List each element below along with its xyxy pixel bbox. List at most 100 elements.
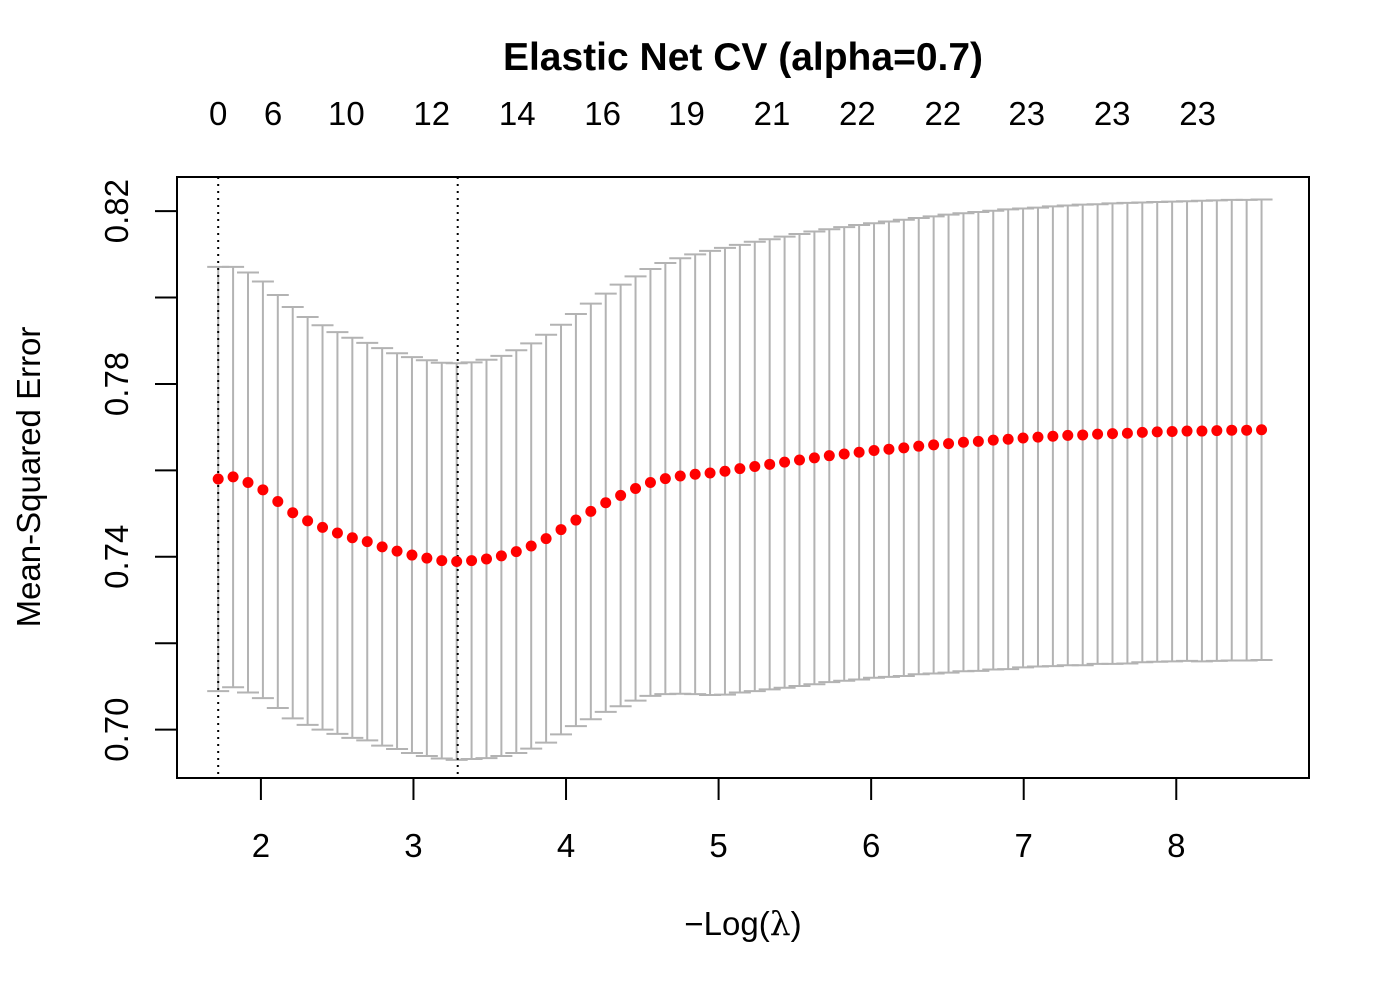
mse-point — [1136, 426, 1148, 438]
top-axis-label: 22 — [924, 95, 961, 132]
top-axis-label: 10 — [328, 95, 365, 132]
mse-point — [749, 460, 761, 472]
mse-point — [913, 440, 925, 452]
error-bars — [207, 198, 1273, 761]
mse-point — [972, 435, 984, 447]
mse-point — [615, 489, 627, 501]
top-axis-label: 0 — [209, 95, 227, 132]
mse-point — [421, 552, 433, 564]
x-axis-label-prefix: − — [684, 905, 703, 942]
mse-point — [302, 515, 314, 527]
mse-point — [1181, 425, 1193, 437]
y-axis-label: Mean-Squared Error — [10, 327, 47, 628]
top-axis-label: 12 — [413, 95, 450, 132]
x-tick-label: 5 — [709, 827, 727, 864]
mse-point — [764, 458, 776, 470]
mse-point — [406, 549, 418, 561]
x-axis-label-function: Log( — [704, 905, 770, 942]
x-tick-label: 2 — [252, 827, 270, 864]
mse-point — [466, 555, 478, 567]
y-axis: 0.70 0.74 0.78 0.82 — [98, 179, 178, 762]
top-axis-label: 6 — [264, 95, 282, 132]
mse-point — [1047, 430, 1059, 442]
mse-point — [1241, 424, 1253, 436]
x-axis-label-suffix: ) — [791, 905, 802, 942]
top-axis-label: 23 — [1179, 95, 1216, 132]
mse-point — [257, 484, 269, 496]
mse-point — [525, 540, 537, 552]
top-axis-label: 19 — [668, 95, 705, 132]
mse-point — [957, 436, 969, 448]
x-tick-label: 8 — [1167, 827, 1185, 864]
mse-point — [555, 524, 567, 536]
chart-title: Elastic Net CV (alpha=0.7) — [503, 36, 983, 79]
mse-point — [659, 473, 671, 485]
mse-point — [823, 450, 835, 462]
mse-point — [1017, 432, 1029, 444]
mse-point — [1032, 431, 1044, 443]
plot-frame — [176, 176, 1310, 779]
top-axis-label: 23 — [1008, 95, 1045, 132]
x-tick-label: 3 — [404, 827, 422, 864]
mse-point — [317, 521, 329, 533]
mse-point — [1196, 425, 1208, 437]
mse-point — [883, 443, 895, 455]
mse-point — [719, 465, 731, 477]
mse-point — [600, 497, 612, 509]
mse-point — [674, 470, 686, 482]
top-axis-label: 22 — [839, 95, 876, 132]
mse-point — [242, 476, 254, 488]
x-axis: 2 3 4 5 6 7 8 — [252, 777, 1185, 864]
mse-point — [898, 442, 910, 454]
mse-point — [1121, 427, 1133, 439]
mse-point — [1166, 425, 1178, 437]
mse-point — [287, 507, 299, 519]
mse-point — [838, 448, 850, 460]
x-axis-label-symbol: λ — [770, 904, 791, 943]
mse-point — [451, 556, 463, 568]
top-axis-label: 21 — [754, 95, 791, 132]
top-axis-label: 23 — [1094, 95, 1131, 132]
mse-point — [272, 495, 284, 507]
mse-point — [212, 473, 224, 485]
mse-point — [1092, 428, 1104, 440]
mse-point — [570, 514, 582, 526]
x-tick-label: 7 — [1015, 827, 1033, 864]
mse-points — [212, 424, 1268, 568]
mse-point — [644, 476, 656, 488]
mse-point — [227, 471, 239, 483]
mse-point — [808, 452, 820, 464]
top-axis-label: 14 — [499, 95, 536, 132]
y-tick-label: 0.78 — [98, 352, 135, 416]
x-tick-label: 6 — [862, 827, 880, 864]
mse-point — [793, 454, 805, 466]
mse-point — [1151, 426, 1163, 438]
mse-point — [943, 438, 955, 450]
mse-point — [853, 446, 865, 458]
mse-point — [510, 546, 522, 558]
mse-point — [734, 463, 746, 475]
top-axis-label: 16 — [584, 95, 621, 132]
mse-point — [1002, 433, 1014, 445]
mse-point — [1077, 429, 1089, 441]
mse-point — [987, 434, 999, 446]
mse-point — [704, 467, 716, 479]
mse-point — [1062, 429, 1074, 441]
mse-point — [391, 545, 403, 557]
mse-point — [868, 444, 880, 456]
mse-point — [928, 439, 940, 451]
top-axis: 0 6 10 12 14 16 19 21 22 22 23 23 23 — [209, 95, 1216, 132]
mse-point — [1211, 425, 1223, 437]
y-tick-label: 0.82 — [98, 179, 135, 243]
mse-point — [436, 555, 448, 567]
x-axis-label: −Log(λ) — [684, 904, 801, 943]
mse-point — [585, 505, 597, 517]
mse-point — [1107, 428, 1119, 440]
mse-point — [495, 550, 507, 562]
mse-point — [689, 468, 701, 480]
mse-point — [1226, 424, 1238, 436]
y-tick-label: 0.74 — [98, 525, 135, 589]
y-tick-label: 0.70 — [98, 697, 135, 761]
mse-point — [779, 456, 791, 468]
